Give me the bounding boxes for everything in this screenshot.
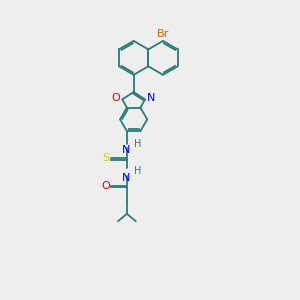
- Text: O: O: [112, 93, 120, 103]
- Text: S: S: [103, 153, 110, 163]
- Text: N: N: [147, 93, 155, 103]
- Text: Br: Br: [157, 29, 169, 39]
- Text: H: H: [134, 139, 141, 149]
- Text: O: O: [101, 181, 110, 191]
- Text: N: N: [122, 145, 130, 155]
- Text: N: N: [122, 173, 130, 183]
- Text: H: H: [134, 167, 141, 176]
